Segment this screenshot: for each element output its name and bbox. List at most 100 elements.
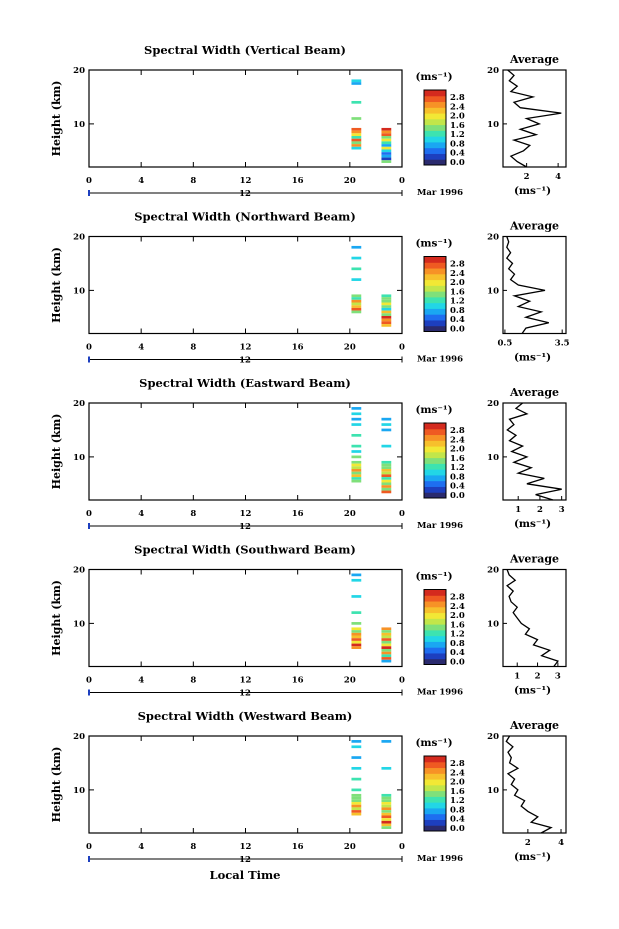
heatmap-cell [351, 745, 362, 749]
y-tick-label: 20 [73, 399, 85, 409]
average-frame [502, 235, 567, 335]
average-title: Average [509, 719, 559, 732]
heatmap-cell [381, 463, 392, 467]
colorbar-unit: (ms⁻¹) [415, 571, 452, 583]
heatmap-cell [351, 463, 362, 467]
heatmap-cell [381, 643, 392, 647]
colorbar-tick-label: 2.0 [450, 112, 465, 122]
heatmap-cell [381, 648, 392, 652]
colorbar-tick-label: 0.0 [450, 491, 465, 501]
colorbar-segment [424, 428, 446, 436]
heatmap-cell [351, 802, 362, 805]
average-x-tick-label: 1 [515, 505, 521, 515]
y-tick-label: 20 [73, 66, 85, 76]
colorbar-tick-label: 1.6 [450, 121, 465, 131]
colorbar-segment [424, 589, 446, 596]
colorbar-tick-label: 2.8 [450, 593, 465, 603]
colorbar-segment [424, 440, 446, 447]
colorbar-segment [424, 819, 446, 826]
colorbar-segment [424, 601, 446, 608]
colorbar-segment [424, 130, 446, 137]
average-x-tick-label: 2 [537, 505, 543, 515]
colorbar-segment [424, 618, 446, 625]
x-tick-label: 16 [292, 842, 304, 852]
main-plot-frame [88, 735, 403, 834]
x-tick-label: 0 [86, 842, 92, 852]
heatmap-cell [381, 826, 392, 829]
x-tick-label: 20 [344, 343, 356, 353]
heatmap-cell [381, 466, 392, 470]
heatmap-cell [351, 133, 362, 137]
colorbar-segment [424, 624, 446, 631]
colorbar-tick-label: 2.4 [450, 768, 465, 778]
heatmap-cell [381, 310, 392, 314]
colorbar-tick-label: 2.4 [450, 435, 465, 445]
heatmap-cell [381, 305, 392, 308]
average-x-unit: (ms⁻¹) [514, 685, 551, 697]
heatmap-cell [381, 818, 392, 821]
colorbar-segment [424, 308, 446, 315]
average-x-tick-label: 3 [555, 672, 561, 682]
colorbar-segment [424, 629, 446, 637]
heatmap-cell [381, 127, 392, 131]
average-x-tick-label: 4 [558, 838, 564, 848]
panel-2: Spectral Width (Northward Beam) 10 20 Heigh… [50, 210, 570, 366]
x-tick-label: 12 [240, 676, 252, 686]
heatmap-cell [351, 305, 362, 308]
x-tick-label: 16 [292, 343, 304, 353]
heatmap-cell [351, 310, 362, 314]
average-y-tick-label: 10 [487, 453, 499, 463]
heatmap-cell [351, 417, 362, 421]
colorbar-segment [424, 279, 446, 286]
average-profile-line [505, 236, 549, 334]
panel-1: Spectral Width (Vertical Beam)1020Height… [50, 43, 567, 199]
heatmap-cell [351, 796, 362, 800]
colorbar-tick-label: 2.0 [450, 445, 465, 455]
heatmap-cell [381, 299, 392, 303]
heatmap-cell [381, 297, 392, 300]
heatmap-cell [381, 144, 392, 147]
colorbar-segment [424, 635, 446, 642]
heatmap-cell [351, 141, 362, 145]
x-tick-label: 4 [138, 176, 144, 186]
average-frame [502, 568, 567, 668]
heatmap-cell [351, 460, 362, 464]
colorbar-tick-label: 1.6 [450, 287, 465, 297]
heatmap-cell [381, 307, 392, 311]
x-tick-label: 0 [86, 676, 92, 686]
y-axis-label: Height (km) [50, 247, 63, 323]
colorbar-segment [424, 285, 446, 292]
panel-5: Spectral Width (Westward Beam)1020Height… [50, 709, 567, 865]
panel-title: Spectral Width (Westward Beam) [138, 709, 353, 723]
colorbar-segment [424, 153, 446, 160]
colorbar-tick-label: 2.4 [450, 269, 465, 279]
heatmap-cell [381, 154, 392, 158]
heatmap-cell [381, 321, 392, 325]
colorbar-segment [424, 273, 446, 281]
heatmap-cell [381, 796, 392, 800]
colorbar-segment [424, 641, 446, 648]
average-y-tick-label: 10 [487, 120, 499, 130]
heatmap-cell [351, 267, 362, 271]
average-x-tick-label: 3.5 [555, 339, 570, 349]
average-x-unit: (ms⁻¹) [514, 352, 551, 364]
heatmap-cell [351, 578, 362, 582]
average-x-tick-label: 4 [555, 172, 561, 182]
x-tick-label: 0 [86, 343, 92, 353]
colorbar-unit: (ms⁻¹) [415, 71, 452, 83]
colorbar-segment [424, 813, 446, 820]
colorbar-segment [424, 825, 446, 832]
colorbar-segment [424, 463, 446, 470]
x-tick-label: 8 [190, 343, 196, 353]
x-tick-label: 20 [344, 176, 356, 186]
date-day-label: 12 [239, 855, 251, 865]
colorbar-segment [424, 480, 446, 487]
x-tick-label: 0 [399, 343, 405, 353]
panel-title: Spectral Width (Southward Beam) [134, 543, 356, 557]
x-tick-label: 4 [138, 509, 144, 519]
colorbar-tick-label: 1.2 [450, 796, 465, 806]
heatmap-cell [381, 315, 392, 319]
heatmap-cell [351, 810, 362, 813]
heatmap-cell [351, 130, 362, 134]
